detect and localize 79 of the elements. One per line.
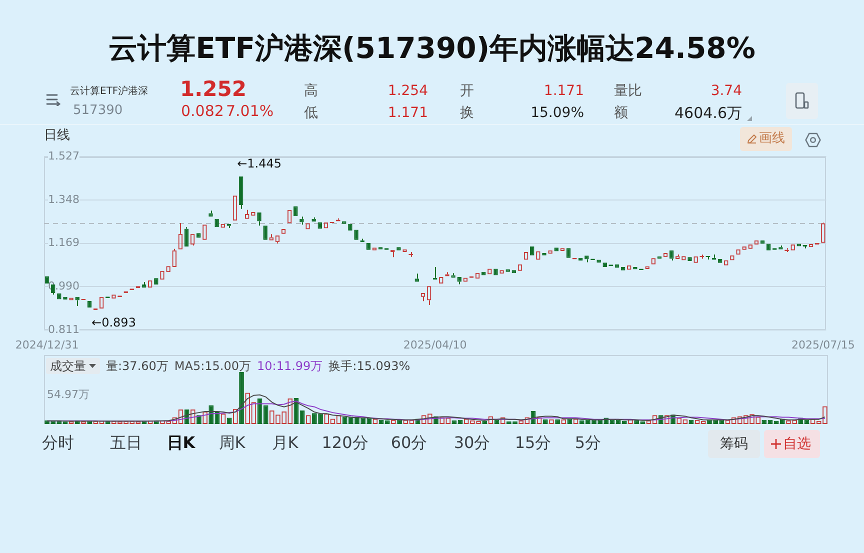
drawing-button: 画线 [740,127,792,151]
candlestick [414,273,420,282]
bar [239,372,244,424]
text: 量比 [614,83,642,100]
x-tick-label: 2024/12/31 [15,338,79,352]
text: 120分 [322,433,368,452]
candlestick [614,264,620,268]
text: 3.74 [710,83,742,100]
text: 开 [460,83,474,100]
x-tick-label: 2025/07/15 [791,338,855,352]
y-tick-label: 1.527 [48,149,80,162]
x-tick-label: 2025/04/10 [403,338,467,352]
text: 低 [304,105,318,122]
candlestick [542,252,546,256]
text: 15分 [514,433,552,452]
candlestick [154,278,158,284]
annotation: ←1.445 [237,156,282,171]
text: 额 [614,105,628,122]
candlestick [396,247,401,250]
y-tick-label: 1.169 [48,236,80,250]
text: 5分 [574,433,602,452]
annotation: 换手:15.093% [328,358,410,374]
text: 高 [304,83,318,100]
annotation: 量:37.60万 [106,358,168,374]
text: 7.01% [226,102,274,120]
candlestick [718,259,722,263]
bar [312,413,317,424]
text: 60分 [390,433,428,452]
candlestick [657,256,662,259]
candlestick [263,226,268,240]
candlestick [554,248,558,252]
text: 30分 [454,433,490,452]
text: 1.171 [388,105,428,122]
annotation: 54.97万 [47,388,90,401]
candlestick [512,270,516,274]
y-tick-label: 0.811 [48,322,80,336]
text: 周K [218,433,246,452]
text: 1.254 [388,83,428,100]
text: 0.082 [181,102,224,120]
series-label: MA5:15.00万 [174,358,251,374]
candlestick [481,272,486,276]
text: 五日 [110,433,142,452]
candlestick [366,243,371,250]
text: 4604.6万 [674,104,742,122]
candlestick [354,230,358,240]
text: 云计算ETF沪港深 [70,86,148,98]
text: 分时 [42,433,74,452]
candlestick [44,276,50,284]
dropdown: 成交量 [46,358,100,374]
candlestick [348,224,352,230]
bar [318,414,323,424]
candlestick [506,269,510,272]
candlestick [688,257,692,261]
candlestick [257,212,262,226]
text: 月K [272,433,298,452]
text: 换 [460,105,474,122]
add-button: 自选 [764,430,820,458]
annotation: 成交量 [50,359,86,373]
text: 1.171 [544,83,584,100]
y-tick-label: 1.348 [48,192,80,206]
candlestick [530,246,534,256]
text: 517390 [73,103,123,119]
chips-button: 筹码 [708,430,760,458]
chart-title: 日线 [44,128,70,144]
candlestick [294,206,298,216]
text: 日K [166,433,196,452]
candlestick [214,218,219,228]
text: 1.252 [180,77,246,102]
text: 云计算ETF沪港深(517390)年内涨幅达24.58% [108,30,756,66]
text: 15.09% [530,105,584,122]
text: 10:11.99万 [257,358,323,374]
annotation: ←0.893 [92,315,136,330]
candlestick [57,293,62,300]
candlestick [494,268,498,276]
candlestick [760,240,765,244]
candlestick [620,267,626,270]
candlestick [602,262,607,268]
candlestick [566,248,571,258]
candlestick [318,222,322,229]
